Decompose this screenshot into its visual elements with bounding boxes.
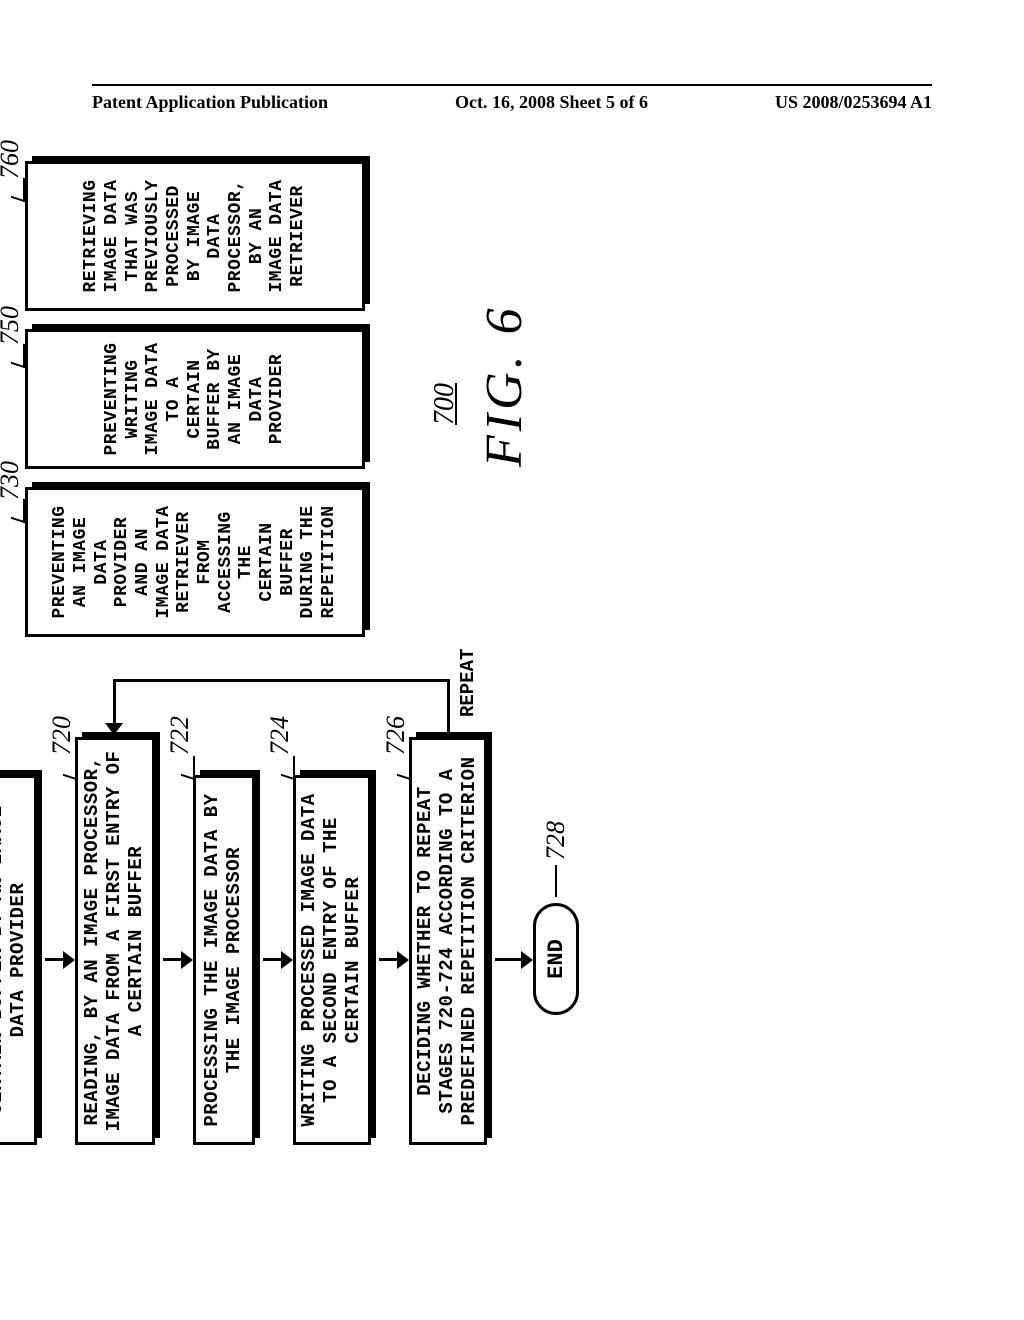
arrow-724-726: [379, 958, 399, 961]
ref-label-722: 722: [165, 716, 195, 755]
ref-label-760: 760: [0, 140, 25, 179]
flow-box-750: PREVENTING WRITING IMAGE DATA TO A CERTA…: [25, 329, 365, 469]
loopback-label: REPEAT: [457, 649, 479, 717]
arrow-head-710-720: [63, 951, 75, 969]
figure-ref-number: 700: [429, 383, 461, 425]
ref-label-750: 750: [0, 306, 25, 345]
figure-label: FIG. 6: [475, 304, 534, 467]
ref-tick-726: [397, 752, 411, 781]
box-text: DECIDING WHETHER TO REPEAT STAGES 720-72…: [415, 750, 481, 1132]
page-header: Patent Application Publication Oct. 16, …: [92, 84, 932, 113]
flow-box-730: PREVENTING AN IMAGE DATA PROVIDER AND AN…: [25, 487, 365, 637]
ref-tick-722: [181, 752, 195, 781]
arrow-726-728: [495, 958, 523, 961]
flow-box-760: RETRIEVING IMAGE DATA THAT WAS PREVIOUSL…: [25, 161, 365, 311]
flow-box-722: PROCESSING THE IMAGE DATA BY THE IMAGE P…: [193, 775, 255, 1145]
header-left: Patent Application Publication: [92, 92, 328, 113]
arrow-720-722: [163, 958, 183, 961]
arrow-head-722-724: [281, 951, 293, 969]
loopback-arrow-head: [105, 723, 123, 735]
ref-tick-724: [281, 752, 295, 781]
box-text: RETRIEVING IMAGE DATA THAT WAS PREVIOUSL…: [81, 174, 309, 298]
flow-box-720: READING, BY AN IMAGE PROCESSOR, IMAGE DA…: [75, 737, 155, 1145]
flow-box-726: DECIDING WHETHER TO REPEAT STAGES 720-72…: [409, 737, 487, 1145]
arrow-722-724: [263, 958, 283, 961]
header-center: Oct. 16, 2008 Sheet 5 of 6: [455, 92, 648, 113]
arrow-head-726-728: [521, 951, 533, 969]
ref-label-728: 728: [541, 821, 571, 860]
ref-tick-760: [11, 174, 25, 203]
ref-label-726: 726: [381, 716, 411, 755]
ref-label-724: 724: [265, 716, 295, 755]
ref-tick-720: [63, 752, 77, 781]
box-text: PROCESSING THE IMAGE DATA BY THE IMAGE P…: [202, 788, 246, 1132]
loopback-v: [113, 679, 450, 682]
arrow-head-720-722: [181, 951, 193, 969]
box-text: WRITING PROCESSED IMAGE DATA TO A SECOND…: [299, 788, 365, 1132]
end-text: END: [544, 939, 569, 979]
flow-box-710: WRITING IMAGE DATA TO A CERTAIN BUFFER B…: [0, 775, 37, 1145]
box-text: READING, BY AN IMAGE PROCESSOR, IMAGE DA…: [82, 750, 148, 1132]
ref-tick-750: [11, 340, 25, 369]
ref-tick-730: [11, 495, 25, 524]
flow-box-724: WRITING PROCESSED IMAGE DATA TO A SECOND…: [293, 775, 371, 1145]
box-text: PREVENTING AN IMAGE DATA PROVIDER AND AN…: [50, 500, 340, 624]
ref-tick-728: [555, 865, 557, 897]
flow-terminator-end: END: [533, 903, 579, 1015]
arrow-710-720: [45, 958, 65, 961]
ref-label-720: 720: [47, 716, 77, 755]
ref-label-730: 730: [0, 461, 25, 500]
header-right: US 2008/0253694 A1: [775, 92, 932, 113]
box-text: PREVENTING WRITING IMAGE DATA TO A CERTA…: [102, 342, 288, 456]
flowchart-diagram: WRITING IMAGE DATA TO A CERTAIN BUFFER B…: [37, 295, 987, 1055]
arrow-head-724-726: [397, 951, 409, 969]
loopback-h1: [447, 679, 450, 737]
box-text: WRITING IMAGE DATA TO A CERTAIN BUFFER B…: [0, 788, 30, 1132]
